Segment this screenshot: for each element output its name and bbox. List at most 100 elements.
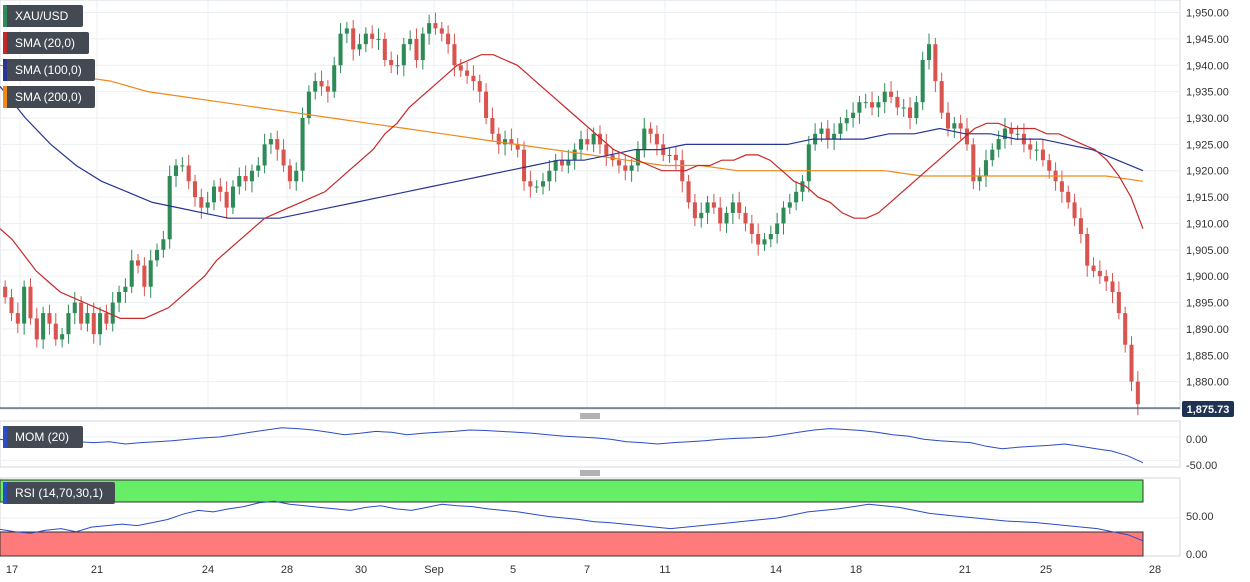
sma20-legend[interactable]: SMA (20,0)	[3, 32, 89, 54]
candle-body	[205, 202, 210, 208]
mom-swatch	[3, 426, 7, 448]
candle-body	[939, 81, 944, 113]
sma100-label: SMA (100,0)	[15, 63, 82, 77]
candle-body	[344, 28, 349, 34]
candle-body	[1091, 265, 1096, 271]
candle-body	[471, 75, 476, 82]
x-tick-label: 28	[1149, 564, 1161, 576]
mom-line	[0, 427, 1144, 464]
candle-body	[420, 33, 425, 60]
candle-body	[857, 102, 862, 113]
candle-body	[148, 260, 153, 287]
candle-body	[616, 160, 621, 166]
candle-body	[155, 249, 160, 261]
candle-body	[547, 170, 552, 182]
candle-body	[692, 202, 697, 219]
y-tick-label: 1,900.00	[1186, 271, 1229, 283]
candle-body	[882, 91, 887, 103]
candle-body	[977, 176, 982, 182]
candle-body	[446, 33, 451, 45]
panel-splitter-1[interactable]	[580, 413, 600, 419]
candle-body	[509, 139, 514, 145]
candle-body	[357, 44, 362, 50]
y-tick-label: 1,925.00	[1186, 139, 1229, 151]
mom-grid	[0, 436, 1180, 461]
candle-body	[287, 165, 292, 182]
candle-body	[60, 334, 65, 340]
candle-body	[281, 149, 286, 166]
candle-body	[34, 318, 39, 340]
candle-body	[173, 165, 179, 176]
candle-body	[161, 239, 166, 250]
candle-body	[363, 33, 368, 45]
candle-body	[211, 186, 217, 203]
candle-body	[844, 118, 849, 124]
candle-body	[1135, 381, 1140, 405]
candle-body	[1123, 313, 1128, 345]
y-tick-label: 1,945.00	[1186, 34, 1229, 46]
rsi-swatch	[3, 482, 7, 504]
mom-tick-0: 0.00	[1186, 434, 1207, 446]
candle-body	[306, 91, 311, 118]
main-panel	[0, 0, 1181, 410]
sma200-label: SMA (200,0)	[15, 90, 82, 104]
mom-legend[interactable]: MOM (20)	[3, 426, 83, 448]
x-tick-label: Sep	[424, 564, 444, 576]
candle-body	[300, 118, 305, 171]
candle-body	[1085, 234, 1090, 266]
candle-body	[996, 139, 1001, 150]
candle-body	[28, 286, 33, 319]
candle-body	[908, 107, 913, 118]
y-tick-label: 1,895.00	[1186, 298, 1229, 310]
candle-body	[458, 65, 463, 71]
candle-body	[1028, 144, 1033, 150]
candle-body	[895, 96, 900, 108]
candle-body	[990, 149, 995, 161]
x-tick-label: 17	[6, 564, 18, 576]
candle-body	[262, 144, 267, 166]
sma200-legend[interactable]: SMA (200,0)	[3, 86, 95, 108]
candle-body	[452, 44, 457, 66]
candle-body	[635, 149, 640, 166]
candle-body	[167, 176, 172, 240]
candle-body	[230, 186, 235, 208]
candle-body	[117, 292, 122, 303]
x-tick-label: 21	[959, 564, 971, 576]
candle-body	[610, 154, 615, 161]
candle-body	[566, 160, 571, 166]
y-axis-main: 1,950.00 1,945.00 1,940.00 1,935.00 1,930.00…	[1186, 8, 1229, 389]
candle-body	[515, 144, 520, 150]
candle-body	[41, 313, 46, 340]
candle-body	[79, 302, 84, 324]
candle-body	[249, 170, 254, 182]
sma100-line	[0, 86, 1144, 219]
sma100-legend[interactable]: SMA (100,0)	[3, 59, 95, 81]
candle-body	[408, 38, 413, 45]
candle-body	[338, 33, 343, 66]
candle-body	[730, 202, 735, 213]
candle-body	[313, 81, 318, 92]
candle-body	[22, 286, 27, 324]
candle-body	[559, 160, 565, 166]
candle-body	[642, 128, 647, 150]
panel-splitter-2[interactable]	[580, 470, 600, 476]
x-tick-label: 7	[584, 564, 590, 576]
symbol-legend[interactable]: XAU/USD	[3, 5, 83, 27]
symbol-swatch	[3, 5, 7, 27]
candle-body	[901, 107, 906, 109]
candles	[3, 12, 1140, 416]
x-tick-label: 5	[510, 564, 516, 576]
candle-body	[136, 260, 141, 266]
candle-body	[819, 128, 824, 134]
candle-body	[686, 181, 691, 203]
candle-body	[401, 44, 406, 66]
candle-body	[597, 133, 602, 145]
rsi-legend[interactable]: RSI (14,70,30,1)	[3, 482, 115, 504]
candle-body	[433, 23, 438, 29]
candle-body	[66, 313, 71, 335]
x-tick-label: 28	[281, 564, 293, 576]
candle-body	[832, 133, 837, 140]
candle-body	[585, 139, 590, 145]
candle-body	[800, 181, 805, 192]
